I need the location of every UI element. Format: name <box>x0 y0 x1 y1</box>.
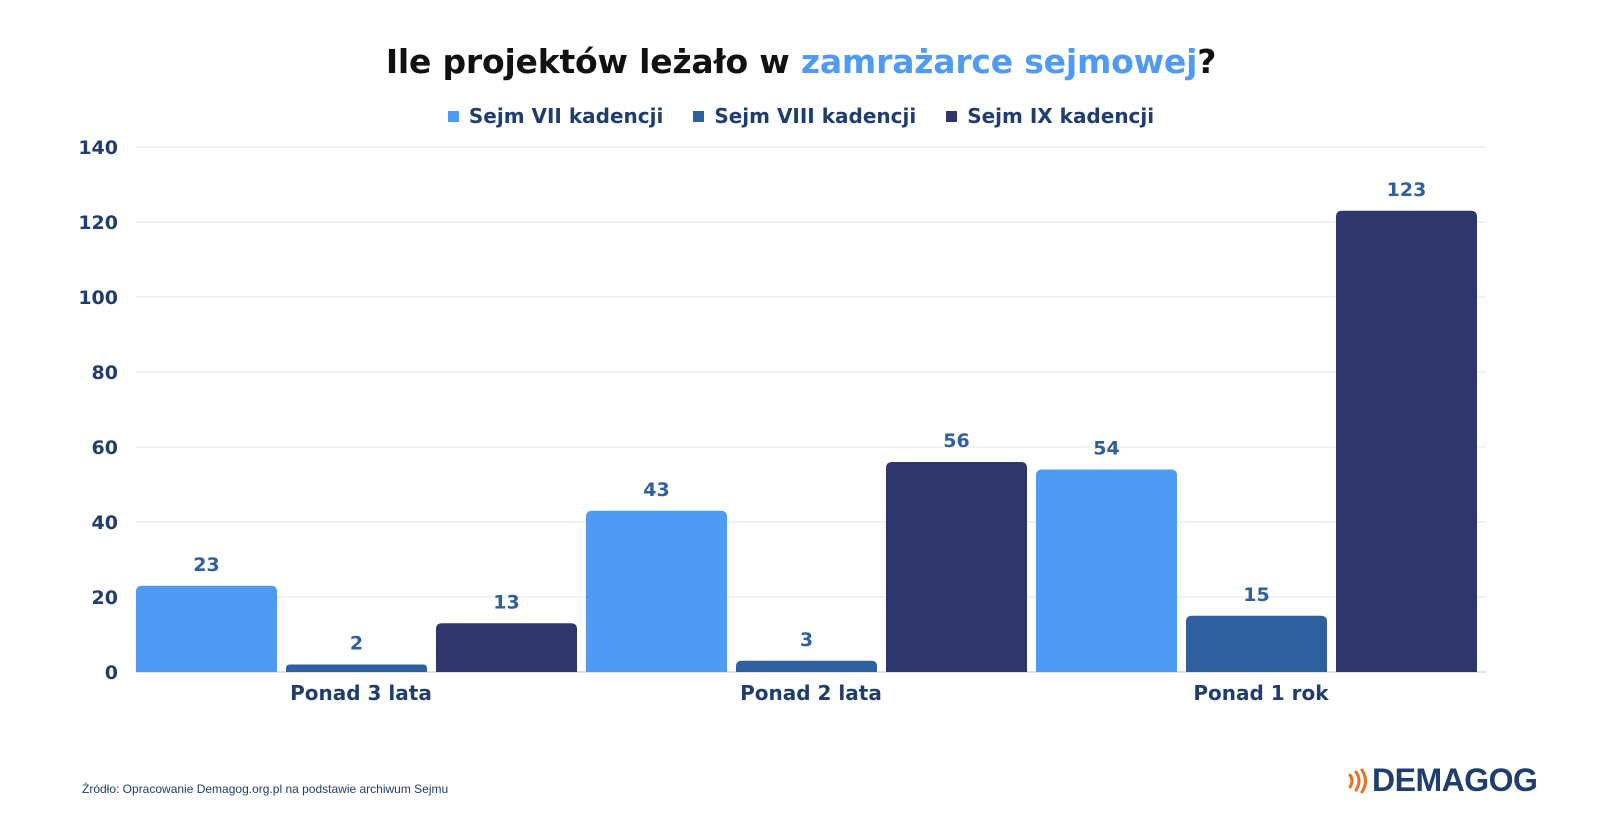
y-tick-label: 20 <box>92 587 118 609</box>
bar-series-1 <box>136 585 277 672</box>
bar-series-3 <box>886 462 1027 672</box>
chart-legend: Sejm VII kadencji Sejm VIII kadencji Sej… <box>0 104 1602 128</box>
data-label: 123 <box>1387 179 1427 201</box>
x-category-label: Ponad 2 lata <box>740 681 882 705</box>
legend-label-series-1: Sejm VII kadencji <box>468 104 664 128</box>
data-label: 2 <box>350 633 363 655</box>
demagog-logo: DEMAGOG <box>1346 762 1538 799</box>
signal-waves-icon <box>1348 768 1367 793</box>
logo-text: DEMAGOG <box>1372 762 1538 798</box>
bar-series-3 <box>1336 210 1477 672</box>
chart-title-highlight: zamrażarce sejmowej <box>800 42 1198 81</box>
legend-swatch-series-1 <box>447 110 459 122</box>
legend-swatch-series-3 <box>946 110 958 122</box>
x-category-label: Ponad 1 rok <box>1193 681 1329 705</box>
legend-item-series-1: Sejm VII kadencji <box>447 104 664 128</box>
y-tick-label: 140 <box>78 137 118 159</box>
bar-series-2 <box>736 660 877 672</box>
data-label: 3 <box>800 629 813 651</box>
data-label: 15 <box>1243 584 1269 606</box>
data-label: 13 <box>493 591 519 613</box>
y-tick-label: 80 <box>92 362 118 384</box>
data-label: 54 <box>1093 438 1119 460</box>
bar-series-2 <box>1186 615 1327 672</box>
y-tick-label: 120 <box>78 212 118 234</box>
legend-item-series-2: Sejm VIII kadencji <box>693 104 916 128</box>
legend-label-series-3: Sejm IX kadencji <box>967 104 1155 128</box>
legend-item-series-3: Sejm IX kadencji <box>946 104 1154 128</box>
bar-series-1 <box>586 510 727 672</box>
legend-label-series-2: Sejm VIII kadencji <box>714 104 917 128</box>
data-label: 56 <box>943 430 969 452</box>
chart-title: Ile projektów leżało w zamrażarce sejmow… <box>0 42 1602 81</box>
bar-series-1 <box>1036 469 1177 672</box>
bar-series-2 <box>286 664 427 672</box>
y-tick-label: 40 <box>92 512 118 534</box>
y-tick-label: 0 <box>105 662 118 684</box>
data-label: 43 <box>643 479 669 501</box>
chart-title-suffix: ? <box>1197 42 1217 81</box>
x-category-label: Ponad 3 lata <box>290 681 432 705</box>
y-tick-label: 60 <box>92 437 118 459</box>
chart-title-prefix: Ile projektów leżało w <box>385 42 801 81</box>
y-tick-label: 100 <box>78 287 118 309</box>
legend-swatch-series-2 <box>693 110 705 122</box>
bar-series-3 <box>436 623 577 672</box>
source-note: Źródło: Opracowanie Demagog.org.pl na po… <box>82 782 449 796</box>
data-label: 23 <box>193 554 219 576</box>
